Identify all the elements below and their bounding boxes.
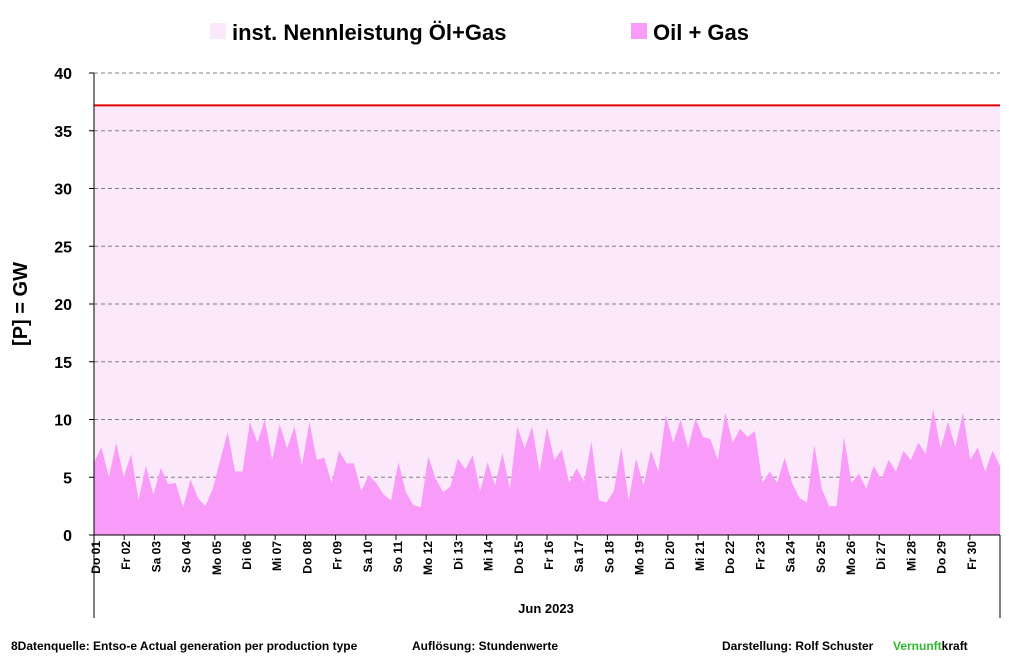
- legend-label-capacity: inst. Nennleistung Öl+Gas: [232, 20, 506, 45]
- y-tick-label: 15: [54, 355, 72, 372]
- footer-brand: Vernunftkraft: [893, 639, 968, 653]
- x-tick-label: Mo 05: [210, 541, 224, 575]
- y-tick-label: 20: [54, 297, 72, 314]
- x-tick-label: Sa 24: [784, 541, 798, 573]
- x-tick-label: Di 06: [240, 541, 254, 570]
- y-tick-label: 5: [63, 470, 72, 487]
- y-tick-label: 10: [54, 413, 72, 430]
- x-tick-label: So 04: [180, 541, 194, 573]
- legend-swatch-capacity: [210, 23, 226, 39]
- footer-source: 8Datenquelle: Entso-e Actual generation …: [11, 639, 358, 653]
- x-tick-label: Mi 21: [693, 541, 707, 571]
- x-tick-label: Mo 19: [633, 541, 647, 575]
- legend-swatch-oil-gas: [631, 23, 647, 39]
- y-tick-label: 40: [54, 66, 72, 83]
- x-tick-label: Di 27: [874, 541, 888, 570]
- x-tick-label: Fr 16: [542, 541, 556, 570]
- x-tick-label: Mo 12: [421, 541, 435, 575]
- x-tick-label: Sa 17: [572, 541, 586, 573]
- brand-kraft: kraft: [941, 639, 968, 653]
- x-tick-label: Do 08: [300, 541, 314, 574]
- x-tick-label: Sa 03: [149, 541, 163, 573]
- x-tick-labels: Do 01 Fr 02 Sa 03 So 04 Mo 05 Di 06 Mi 07 Do 08…: [89, 541, 979, 575]
- x-tick-label: So 18: [602, 541, 616, 573]
- x-tick-label: Fr 02: [119, 541, 133, 570]
- y-tick-label: 30: [54, 182, 72, 199]
- x-tick-label: So 25: [814, 541, 828, 573]
- x-tick-label: Mi 14: [482, 541, 496, 571]
- x-tick-label: Fr 09: [331, 541, 345, 570]
- legend-label-oil-gas: Oil + Gas: [653, 20, 749, 45]
- x-tick-label: Mi 28: [904, 541, 918, 571]
- x-tick-label: Mo 26: [844, 541, 858, 575]
- y-tick-label: 35: [54, 124, 72, 141]
- x-tick-label: Fr 23: [753, 541, 767, 570]
- footer-resolution: Auflösung: Stundenwerte: [412, 639, 558, 653]
- x-tick-label: Mi 07: [270, 541, 284, 571]
- y-tick-labels: 0 5 10 15 20 25 30 35 40: [54, 66, 72, 545]
- axes: [89, 72, 1001, 618]
- x-tick-label: Fr 30: [965, 541, 979, 570]
- x-tick-label: Di 13: [451, 541, 465, 570]
- x-tick-label: Do 29: [935, 541, 949, 574]
- y-tick-label: 0: [63, 528, 72, 545]
- x-tick-label: Do 01: [89, 541, 103, 574]
- x-tick-label: Sa 10: [361, 541, 375, 573]
- x-tick-label: Di 20: [663, 541, 677, 570]
- x-tick-label: So 11: [391, 541, 405, 573]
- footer-author: Darstellung: Rolf Schuster: [722, 639, 874, 653]
- oil-gas-area: [94, 409, 1000, 535]
- x-tick-label: Do 22: [723, 541, 737, 574]
- series-oil-gas: [94, 409, 1000, 535]
- y-axis-title: [P] = GW: [10, 262, 32, 346]
- y-tick-label: 25: [54, 239, 72, 256]
- x-tick-label: Do 15: [512, 541, 526, 574]
- x-axis-title: Jun 2023: [518, 601, 574, 616]
- brand-vernunft: Vernunft: [893, 639, 942, 653]
